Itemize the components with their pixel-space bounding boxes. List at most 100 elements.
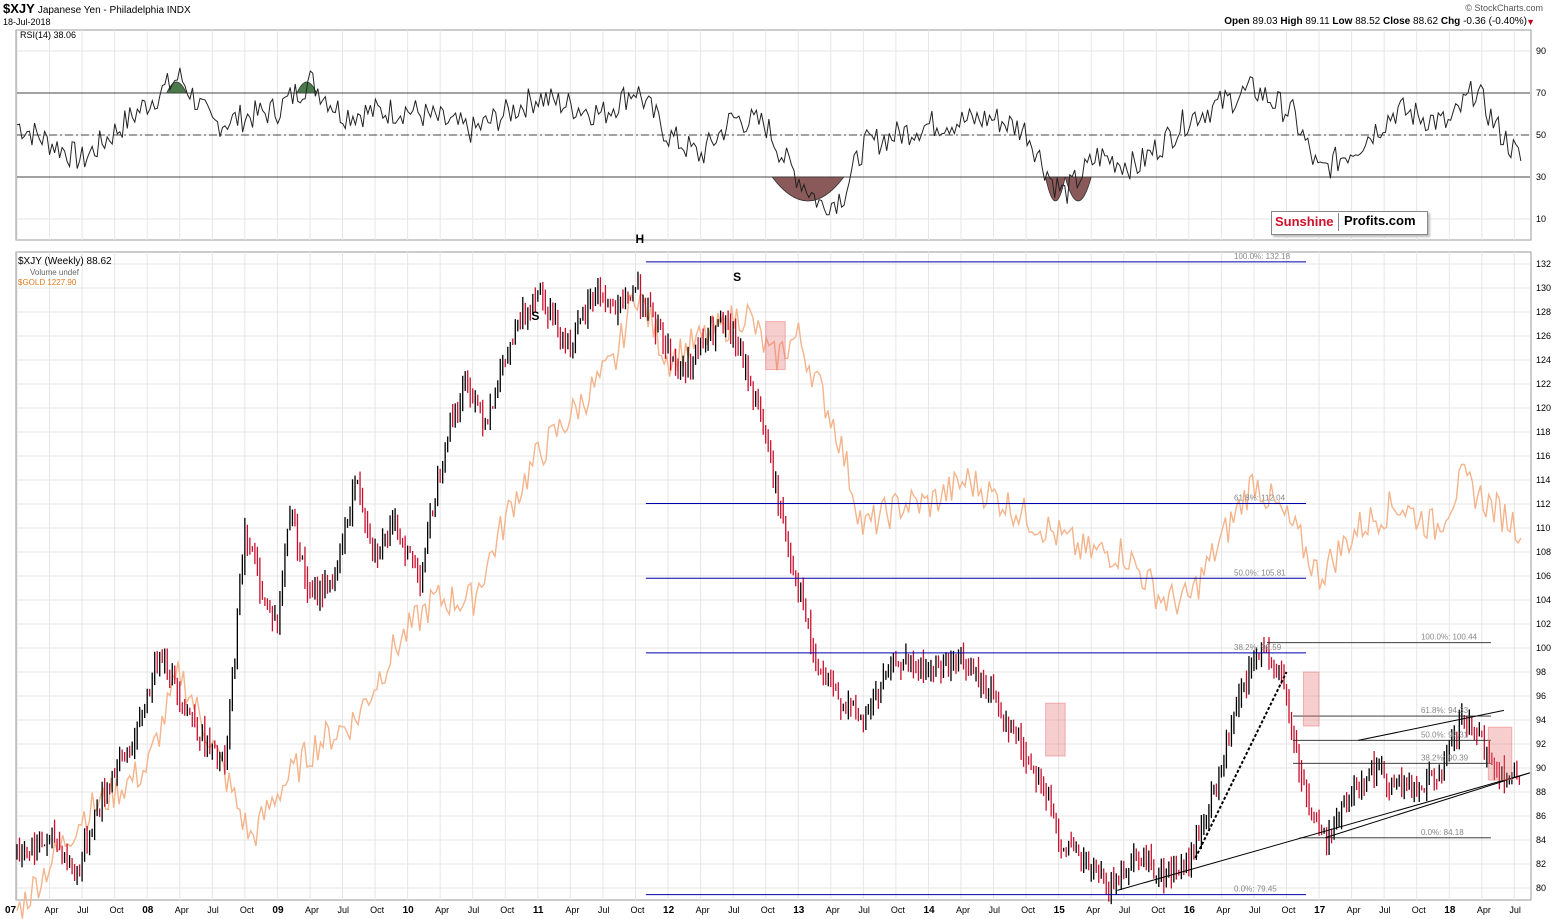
x-tick-label: 08 — [142, 905, 154, 916]
x-tick-label: 17 — [1314, 905, 1326, 916]
rsi-tick-label: 50 — [1536, 130, 1546, 140]
x-tick-label: Jul — [598, 905, 610, 915]
brand-part1: Sunshine — [1275, 214, 1334, 229]
price-tick-label: 92 — [1536, 739, 1546, 749]
rsi-tick-label: 90 — [1536, 46, 1546, 56]
x-tick-label: Jul — [1119, 905, 1131, 915]
fib-label-blue: 61.8%: 112.04 — [1234, 494, 1286, 503]
price-tick-label: 80 — [1536, 883, 1546, 893]
x-tick-label: Apr — [1216, 905, 1230, 915]
x-tick-label: 13 — [793, 905, 805, 916]
fib-label-black: 100.0%: 100.44 — [1421, 633, 1478, 642]
x-tick-label: Oct — [110, 905, 125, 915]
x-tick-label: Apr — [175, 905, 189, 915]
price-tick-label: 98 — [1536, 667, 1546, 677]
x-tick-label: Apr — [45, 905, 59, 915]
rsi-tick-label: 10 — [1536, 214, 1546, 224]
x-tick-label: Oct — [500, 905, 515, 915]
x-tick-label: 16 — [1184, 905, 1196, 916]
fib-label-blue: 50.0%: 105.81 — [1234, 568, 1286, 577]
x-tick-label: Oct — [370, 905, 385, 915]
legend-price: $XJY (Weekly) 88.62 — [18, 256, 112, 267]
rsi-line — [16, 67, 1522, 216]
fib-label-black: 50.0%: 92.31 — [1421, 730, 1469, 739]
price-tick-label: 90 — [1536, 763, 1546, 773]
price-tick-label: 110 — [1536, 523, 1550, 533]
price-tick-label: 100 — [1536, 643, 1551, 653]
x-tick-label: Jul — [858, 905, 870, 915]
x-tick-label: Jul — [338, 905, 350, 915]
price-tick-label: 132 — [1536, 259, 1551, 269]
price-tick-label: 126 — [1536, 331, 1551, 341]
price-tick-label: 106 — [1536, 571, 1551, 581]
price-tick-label: 128 — [1536, 307, 1551, 317]
fib-label-blue: 38.2%: 99.59 — [1234, 643, 1282, 652]
legend-gold: $GOLD 1227.90 — [18, 278, 77, 287]
dotted-trendline — [1194, 671, 1288, 859]
annotation-right-shoulder: S — [733, 270, 741, 284]
x-tick-label: Apr — [435, 905, 449, 915]
x-tick-label: Jul — [1249, 905, 1261, 915]
x-tick-label: Oct — [761, 905, 776, 915]
brand-logo[interactable]: Sunshine Profits.com — [1271, 211, 1428, 235]
x-tick-label: Jul — [989, 905, 1001, 915]
price-tick-label: 130 — [1536, 283, 1551, 293]
x-tick-label: Oct — [891, 905, 906, 915]
price-tick-label: 84 — [1536, 835, 1546, 845]
legend-volume: Volume undef — [30, 268, 79, 277]
watermark: © StockCharts.com — [1465, 3, 1543, 13]
price-tick-label: 104 — [1536, 595, 1551, 605]
x-tick-label: 18 — [1444, 905, 1456, 916]
lower-channel-line — [1325, 772, 1531, 839]
x-tick-label: Apr — [1347, 905, 1361, 915]
annotation-left-shoulder: S — [531, 309, 539, 323]
x-tick-label: Oct — [1151, 905, 1166, 915]
rsi-tick-label: 70 — [1536, 88, 1546, 98]
gold-line — [16, 293, 1522, 919]
highlight-box — [1302, 671, 1320, 727]
price-panel-frame — [15, 251, 1532, 901]
price-tick-label: 108 — [1536, 547, 1551, 557]
x-tick-label: Oct — [630, 905, 645, 915]
fib-label-blue: 100.0%: 132.18 — [1234, 252, 1291, 261]
x-tick-label: 10 — [403, 905, 415, 916]
price-tick-label: 116 — [1536, 451, 1550, 461]
x-tick-label: 07 — [5, 905, 17, 916]
price-tick-label: 124 — [1536, 355, 1551, 365]
price-tick-label: 102 — [1536, 619, 1551, 629]
change-down-icon: ▼ — [1526, 17, 1535, 27]
price-tick-label: 118 — [1536, 427, 1550, 437]
x-tick-label: Oct — [1412, 905, 1427, 915]
rsi-tick-label: 30 — [1536, 172, 1546, 182]
price-tick-label: 122 — [1536, 379, 1551, 389]
x-tick-label: 12 — [663, 905, 675, 916]
highlight-box — [1487, 726, 1513, 781]
price-tick-label: 120 — [1536, 403, 1551, 413]
price-tick-label: 94 — [1536, 715, 1546, 725]
x-tick-label: Apr — [956, 905, 970, 915]
annotation-head: H — [635, 232, 644, 246]
price-tick-label: 114 — [1536, 475, 1550, 485]
price-tick-label: 82 — [1536, 859, 1546, 869]
rsi-label: RSI(14) 38.06 — [20, 30, 77, 40]
x-tick-label: Oct — [1021, 905, 1036, 915]
fib-label-black: 38.2%: 90.39 — [1421, 753, 1469, 762]
brand-part2: Profits.com — [1338, 213, 1416, 231]
x-tick-label: Jul — [728, 905, 740, 915]
highlight-box — [765, 321, 786, 371]
rsi-oversold-fill — [771, 176, 845, 202]
fib-label-blue: 0.0%: 79.45 — [1234, 885, 1277, 894]
x-tick-label: Jul — [468, 905, 480, 915]
price-tick-label: 96 — [1536, 691, 1546, 701]
x-tick-label: 14 — [923, 905, 935, 916]
x-tick-label: Jul — [207, 905, 219, 915]
x-tick-label: 11 — [533, 905, 544, 916]
chart-title: $XJY Japanese Yen - Philadelphia INDX — [3, 1, 191, 16]
x-tick-label: Apr — [1086, 905, 1100, 915]
x-tick-label: 09 — [272, 905, 284, 916]
x-tick-label: Apr — [826, 905, 840, 915]
x-tick-label: Apr — [696, 905, 710, 915]
chart-date: 18-Jul-2018 — [3, 17, 51, 27]
x-tick-label: 15 — [1054, 905, 1066, 916]
